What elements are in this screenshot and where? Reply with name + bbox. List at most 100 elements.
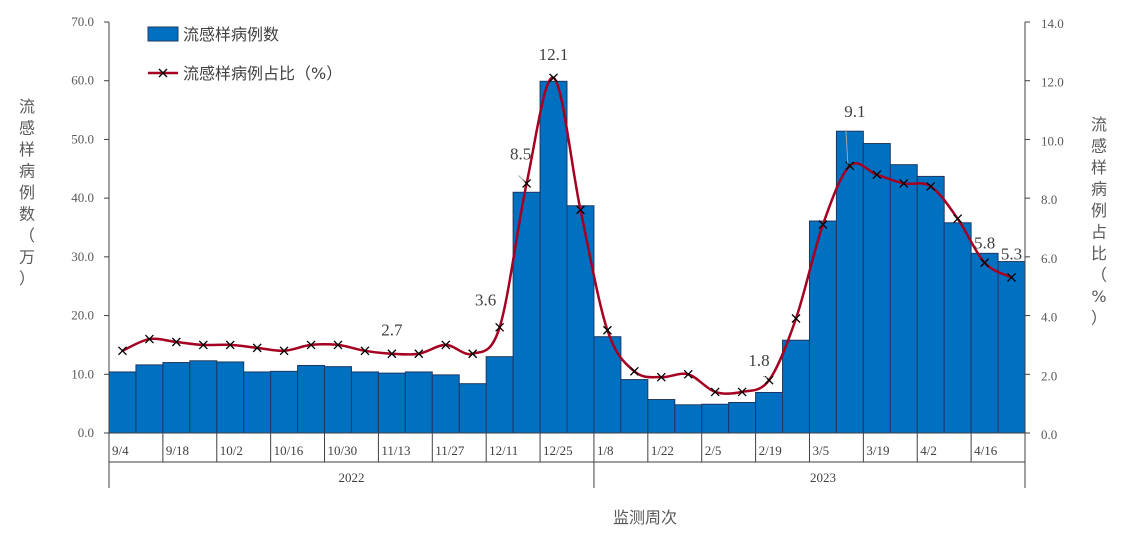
line-marker: [576, 205, 585, 215]
axis-title-char: 万: [19, 248, 35, 267]
x-tick-label: 10/2: [220, 443, 243, 458]
bar: [189, 360, 218, 434]
legend-line-marker: [158, 68, 168, 78]
bar: [943, 222, 972, 434]
x-tick-label: 11/13: [381, 443, 410, 458]
y-right-tick-label: 14.0: [1041, 16, 1064, 31]
legend-line-label: 流感样病例占比（%）: [183, 64, 342, 83]
axis-title-char: 流: [1091, 115, 1107, 134]
bar: [243, 371, 272, 434]
line-marker: [414, 349, 424, 359]
bar: [701, 403, 730, 434]
line-marker: [926, 181, 936, 191]
axis-title-char: 样: [19, 140, 35, 159]
axis-title-char: 例: [1091, 201, 1107, 220]
line-marker: [306, 340, 316, 350]
y-left-tick-label: 70.0: [71, 14, 94, 29]
bar: [970, 252, 999, 434]
bar: [566, 205, 595, 434]
line-marker: [791, 314, 801, 323]
legend-bar-label: 流感样病例数: [183, 25, 279, 44]
x-tick-label: 10/30: [328, 443, 358, 458]
line-marker: [441, 340, 451, 350]
x-tick-label: 12/25: [543, 443, 573, 458]
axis-title-char: ）: [1091, 309, 1107, 328]
data-label-leader: [762, 375, 768, 379]
line-marker: [899, 179, 909, 188]
y-left-tick-label: 0.0: [78, 425, 94, 440]
axis-title-char: 样: [1091, 158, 1107, 177]
data-label: 9.1: [844, 102, 865, 121]
bar-series: [108, 80, 1026, 434]
axis-title-char: 病: [1091, 180, 1107, 199]
bar: [674, 404, 703, 434]
axis-title-char: ）: [19, 269, 35, 288]
bar: [647, 399, 676, 434]
line-marker: [468, 349, 478, 359]
data-label-leader: [845, 129, 849, 164]
line-marker: [710, 387, 720, 397]
data-labels: 2.7 3.6 8.5 12.1 1.8 9.1 5.8 5.3: [381, 45, 1022, 379]
x-tick-label: 4/2: [920, 443, 937, 458]
y-left-tick-label: 20.0: [71, 308, 94, 323]
x-tick-label: 11/27: [435, 443, 465, 458]
y-left-title: 流感样病例数 （ 万 ）: [19, 97, 35, 288]
axis-title-char: 感: [1091, 137, 1107, 156]
bar: [377, 372, 406, 434]
bar: [782, 339, 810, 434]
year-label: 2022: [338, 470, 364, 485]
y-right-tick-label: 4.0: [1041, 310, 1057, 325]
axis-title-char: 流: [19, 97, 35, 116]
bar: [162, 362, 191, 434]
y-right-tick-label: 6.0: [1041, 251, 1057, 266]
line-marker: [198, 340, 208, 350]
axis-title-char: 病: [19, 162, 35, 181]
line-marker: [549, 73, 558, 83]
axis-title-char: 感: [19, 119, 35, 138]
x-axis-title: 监测周次: [613, 508, 677, 527]
bar: [404, 371, 433, 434]
axis-title-char: %: [1091, 287, 1106, 306]
year-label: 2023: [810, 470, 836, 485]
axis-title-char: （: [1091, 266, 1107, 285]
bar: [270, 370, 299, 434]
line-marker: [387, 349, 397, 359]
bar: [862, 143, 891, 434]
line-marker: [252, 343, 262, 353]
line-marker: [845, 161, 855, 171]
line-marker: [602, 325, 612, 335]
y-right-tick-label: 10.0: [1041, 133, 1064, 148]
line-marker: [872, 170, 882, 180]
data-label: 5.8: [974, 234, 995, 253]
bar: [108, 371, 137, 434]
data-label: 1.8: [748, 351, 769, 370]
y-left-tick-label: 60.0: [71, 73, 94, 88]
line-marker: [333, 340, 343, 350]
line-series: [118, 73, 1016, 397]
bar: [997, 261, 1026, 434]
bar: [135, 364, 164, 434]
bar: [216, 361, 245, 434]
line-marker: [980, 258, 990, 268]
line-marker: [144, 334, 154, 344]
line-marker: [737, 387, 747, 397]
bar: [458, 383, 487, 434]
y-right-title: 流感样病例占比 （% ）: [1091, 115, 1107, 328]
data-label: 3.6: [475, 290, 496, 309]
x-tick-label: 9/18: [166, 443, 189, 458]
bar: [916, 175, 945, 434]
line-marker: [225, 340, 235, 350]
y-right-tick-label: 0.0: [1041, 427, 1057, 442]
axis-title-char: 比: [1091, 244, 1107, 263]
bar: [889, 164, 918, 434]
bar: [835, 130, 864, 434]
y-right-tick-label: 12.0: [1041, 75, 1064, 90]
bar: [431, 374, 460, 434]
y-left-tick-label: 10.0: [71, 366, 94, 381]
axes: 0.0 10.0 20.0 30.0 40.0 50.0 60.0 70.0 0.0 2.0 4.0…: [71, 14, 1064, 488]
line-marker: [818, 220, 828, 230]
x-tick-label: 1/22: [651, 443, 674, 458]
line-marker: [279, 346, 289, 356]
x-tick-label: 4/16: [974, 443, 998, 458]
